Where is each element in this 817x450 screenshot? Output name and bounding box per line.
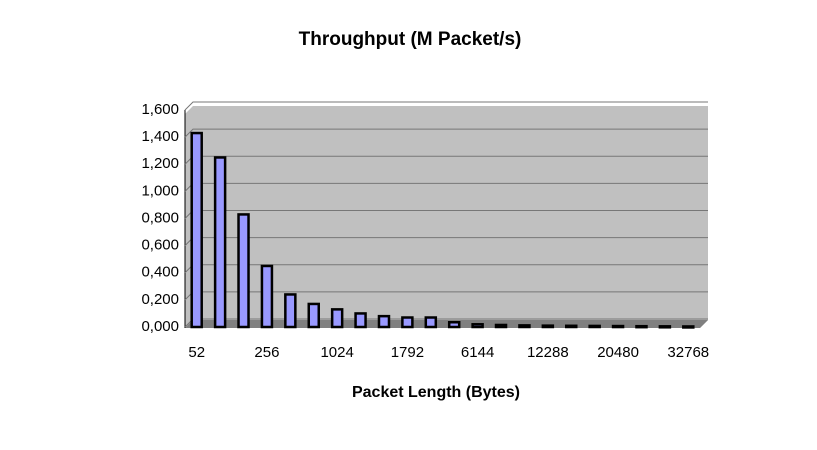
y-tick-label: 0,200: [141, 291, 179, 308]
bar: [213, 156, 227, 329]
bar: [494, 323, 508, 329]
bar: [284, 293, 297, 329]
bar: [377, 314, 391, 329]
bar: [471, 323, 484, 329]
y-tick-label: 1,200: [141, 155, 179, 172]
y-tick-label: 0,000: [141, 318, 179, 335]
y-tick-label: 0,400: [141, 264, 179, 281]
x-tick-label: 6144: [461, 344, 494, 361]
bar: [447, 321, 461, 329]
plot-background: [185, 106, 708, 328]
x-tick-label: 20480: [597, 344, 639, 361]
bar: [635, 324, 648, 329]
x-tick-label: 52: [188, 344, 205, 361]
bar: [611, 324, 625, 329]
bar: [190, 131, 203, 329]
bar: [588, 324, 601, 329]
y-tick-label: 1,400: [141, 128, 179, 145]
bar: [565, 324, 578, 329]
bar: [237, 213, 250, 329]
bar: [518, 324, 531, 329]
x-tick-label: 256: [254, 344, 279, 361]
y-tick-label: 1,000: [141, 182, 179, 199]
x-tick-label: 1024: [320, 344, 353, 361]
bar: [354, 312, 367, 329]
y-tick-label: 0,800: [141, 209, 179, 226]
bar: [658, 325, 672, 329]
bar: [260, 264, 274, 329]
y-tick-label: 0,600: [141, 237, 179, 254]
bar: [541, 324, 555, 329]
y-tick-label: 1,600: [141, 101, 179, 118]
grid-line: [184, 128, 708, 138]
bar: [401, 316, 414, 329]
x-axis-title: Packet Length (Bytes): [352, 384, 520, 401]
x-tick-label: 12288: [527, 344, 569, 361]
bar: [307, 302, 320, 329]
bar: [682, 325, 695, 329]
bar: [424, 316, 438, 329]
x-tick-label: 1792: [391, 344, 424, 361]
bar: [330, 308, 344, 329]
grid-line: [184, 101, 708, 111]
x-tick-label: 32768: [667, 344, 709, 361]
chart-title: Throughput (M Packet/s): [299, 29, 522, 50]
